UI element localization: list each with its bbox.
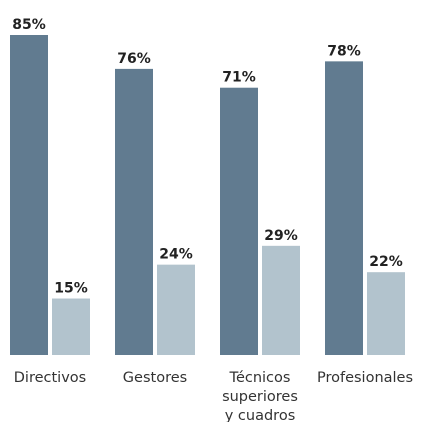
data-label-3-series-1: 71%: [222, 70, 256, 86]
bar-1-series-1: [10, 35, 48, 355]
bar-3-series-1: [220, 87, 258, 356]
category-label-3-line-1: Técnicos: [229, 370, 291, 386]
bar-2-series-1: [115, 68, 153, 355]
data-label-3-series-2: 29%: [264, 228, 298, 244]
category-label-1-line-1: Directivos: [14, 370, 86, 386]
data-label-4-series-1: 78%: [327, 43, 361, 59]
data-label-4-series-2: 22%: [369, 254, 403, 270]
data-label-1-series-2: 15%: [54, 281, 88, 297]
bar-2-series-2: [157, 264, 195, 355]
bar-4-series-2: [367, 272, 405, 355]
category-label-3-line-3: y cuadros: [225, 408, 296, 422]
data-label-1-series-1: 85%: [12, 17, 46, 33]
data-label-2-series-1: 76%: [117, 51, 151, 67]
bar-3-series-2: [262, 245, 300, 355]
category-label-3-line-2: superiores: [222, 389, 298, 405]
data-label-2-series-2: 24%: [159, 247, 193, 263]
category-label-2-line-1: Gestores: [123, 370, 187, 386]
bar-4-series-1: [325, 61, 363, 356]
category-label-4-line-1: Profesionales: [317, 370, 413, 386]
bar-1-series-2: [52, 298, 90, 355]
